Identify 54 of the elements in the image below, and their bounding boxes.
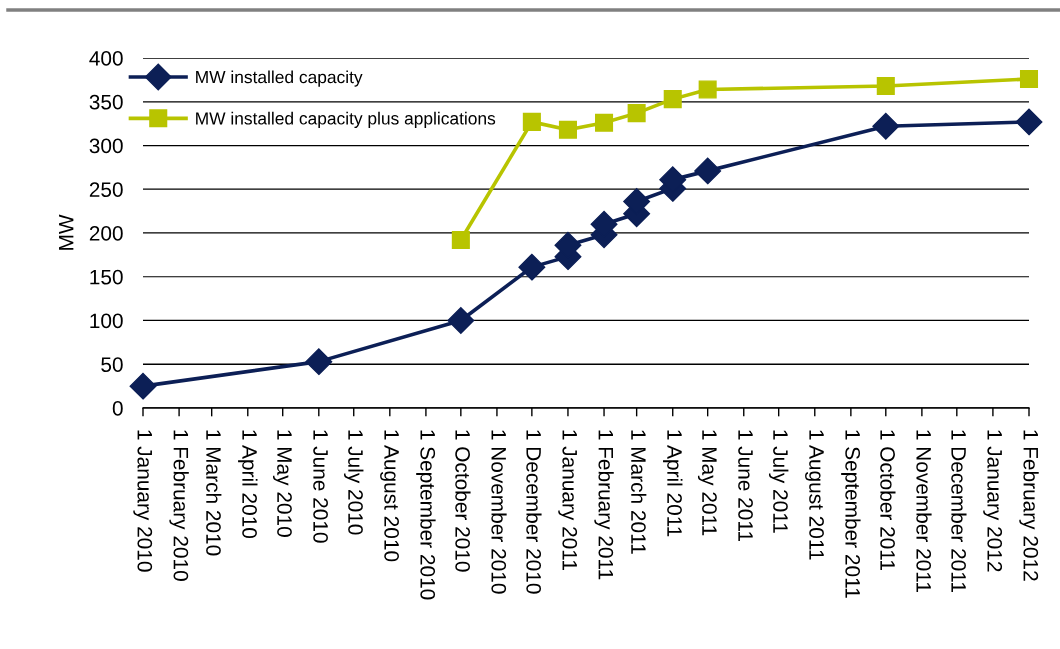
x-tick-label: 1 April 2010 — [238, 430, 258, 539]
point — [1019, 69, 1039, 89]
y-tick-label: 250 — [89, 182, 123, 197]
x-tick-label: 1 August 2011 — [805, 430, 824, 560]
point — [627, 104, 646, 123]
x-tick-label: 1 March 2011 — [631, 430, 647, 554]
point — [305, 348, 333, 376]
x-tick-label: 1 May 2011 — [697, 430, 717, 536]
x-tick-label: 1 July 2010 — [344, 430, 364, 535]
x-tick-label: 1 February 2011 — [594, 430, 614, 580]
x-tick-label: 1 February 2010 — [169, 430, 189, 581]
x-tick-label: 1 December 2011 — [951, 430, 967, 592]
point — [451, 230, 470, 250]
x-tick-label: 1 March 2010 — [206, 430, 222, 556]
y-tick-label: 50 — [101, 357, 123, 372]
point — [694, 157, 722, 185]
y-tick-label: 100 — [90, 313, 123, 329]
x-tick-label: 1 October 2011 — [880, 430, 896, 570]
x-tick-label: 1 July 2011 — [768, 430, 789, 533]
point — [1015, 108, 1043, 136]
x-tick-label: 1 January 2012 — [983, 430, 1003, 572]
point — [447, 307, 475, 334]
x-tick-label: 1 September 2011 — [841, 430, 861, 598]
point — [663, 90, 682, 109]
x-tick-label: 1 January 2011 — [558, 430, 578, 570]
x-tick-label: 1 April 2011 — [663, 430, 683, 537]
y-tick-label: 300 — [89, 138, 123, 154]
x-tick-label: 1 June 2011 — [738, 430, 753, 541]
legend-label: MW installed capacity plus applications — [196, 111, 496, 129]
y-axis-title: MW — [59, 214, 74, 250]
point — [872, 112, 900, 140]
point — [522, 112, 541, 131]
x-tick-label: 1 January 2010 — [133, 430, 153, 572]
x-tick-label: 1 May 2010 — [273, 430, 292, 537]
y-tick-label: 350 — [89, 94, 123, 110]
point — [558, 120, 577, 139]
point — [876, 76, 895, 96]
x-tick-label: 1 June 2010 — [313, 430, 328, 543]
x-tick-label: 1 November 2010 — [491, 430, 507, 594]
legend-label: MW installed capacity — [196, 70, 363, 87]
x-tick-label: 1 August 2010 — [380, 430, 399, 562]
x-tick-label: 1 February 2012 — [1019, 430, 1039, 581]
x-tick-label: 1 September 2010 — [416, 430, 436, 600]
point — [518, 253, 546, 281]
y-tick-label: 200 — [89, 226, 123, 241]
point — [129, 372, 157, 400]
point — [698, 80, 717, 99]
y-tick-label: 0 — [112, 401, 123, 416]
y-tick-label: 150 — [90, 269, 123, 285]
x-tick-label: 1 November 2011 — [916, 430, 932, 592]
x-tick-label: 1 October 2010 — [455, 430, 471, 572]
point — [595, 113, 614, 132]
y-tick-label: 400 — [89, 51, 123, 66]
x-tick-label: 1 December 2010 — [526, 430, 542, 594]
